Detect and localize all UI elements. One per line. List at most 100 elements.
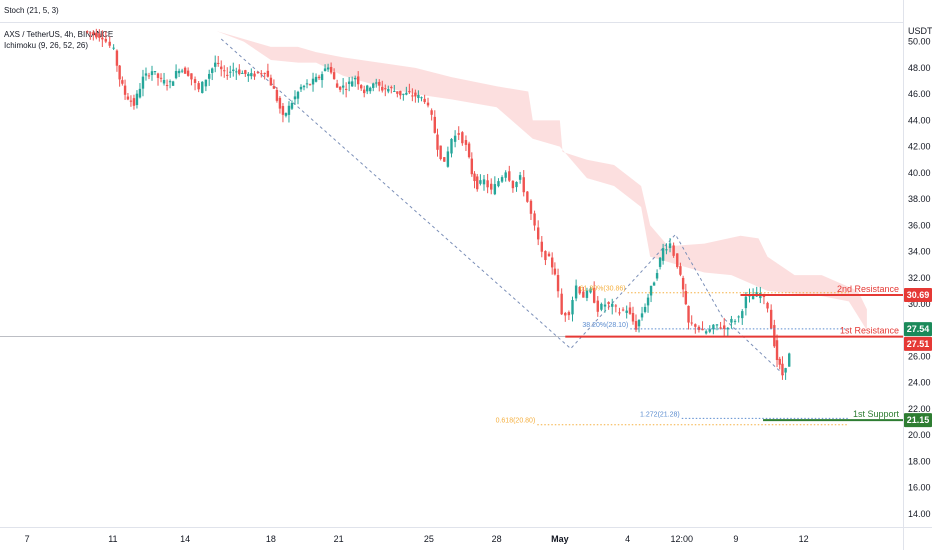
candle-body <box>314 76 318 82</box>
candle-body <box>618 312 621 314</box>
candle-body <box>108 41 111 46</box>
candle-body <box>679 266 682 275</box>
candle-body <box>508 171 511 181</box>
candle-body <box>646 297 650 306</box>
candle-body <box>323 68 327 72</box>
candle-body <box>625 310 628 313</box>
candle-body <box>302 85 306 88</box>
candle-body <box>453 135 457 142</box>
candle-body <box>126 96 130 100</box>
candle-body <box>607 302 610 305</box>
candle-body <box>281 106 285 115</box>
candle-body <box>147 75 151 77</box>
candle-body <box>247 73 250 77</box>
candle-body <box>652 282 656 286</box>
candle-body <box>269 77 273 86</box>
candle-body <box>115 50 119 66</box>
candle-body <box>550 257 554 268</box>
x-tick-label: May <box>551 534 569 544</box>
candle-body <box>363 89 366 94</box>
candle-body <box>482 179 486 185</box>
candle-body <box>253 73 256 77</box>
candle-body <box>676 253 679 268</box>
y-tick-label: 20.00 <box>908 430 931 440</box>
candle-body <box>784 368 787 373</box>
candle-body <box>118 65 121 80</box>
candle-body <box>690 322 693 324</box>
candle-body <box>101 37 104 40</box>
candle-body <box>338 86 342 90</box>
candle-body <box>665 249 668 251</box>
candle-body <box>226 74 229 76</box>
candle-body <box>278 97 282 109</box>
x-tick-label: 11 <box>108 534 117 544</box>
first-resistance-tag: 27.51 <box>907 339 930 349</box>
ext_0618-label: 0.618(20.80) <box>496 418 536 425</box>
candle-body <box>490 183 493 190</box>
candle-body <box>311 78 315 85</box>
candle-body <box>762 295 766 298</box>
candle-body <box>263 72 266 74</box>
x-tick-label: 12:00 <box>670 534 693 544</box>
candle-body <box>266 70 270 77</box>
candle-body <box>493 184 497 195</box>
candle-body <box>430 110 433 115</box>
x-tick-label: 14 <box>180 534 190 544</box>
candle-body <box>308 84 312 86</box>
candle-body <box>500 177 504 182</box>
candle-body <box>98 33 101 38</box>
candle-body <box>402 93 405 95</box>
candle-body <box>470 158 474 175</box>
candle-body <box>628 307 632 314</box>
candle-body <box>320 74 324 81</box>
symbol-legend[interactable]: AXS / TetherUS, 4h, BINANCE <box>4 30 114 39</box>
candle-body <box>522 177 525 193</box>
candle-body <box>511 180 515 189</box>
candle-body <box>420 97 423 99</box>
candle-body <box>197 83 200 90</box>
candle-body <box>121 80 124 84</box>
candle-body <box>733 320 737 322</box>
candle-body <box>375 82 378 84</box>
stoch-legend[interactable]: Stoch (21, 5, 3) <box>4 6 59 15</box>
candle-body <box>533 213 536 226</box>
candle-body <box>220 66 223 70</box>
ichimoku-legend[interactable]: Ichimoku (9, 26, 52, 26) <box>4 41 89 50</box>
candle-body <box>177 70 181 74</box>
first-support-tag: 21.15 <box>907 415 930 425</box>
candle-body <box>479 180 482 184</box>
candle-body <box>592 287 596 303</box>
candle-body <box>390 87 393 89</box>
candle-body <box>589 288 592 293</box>
candle-body <box>232 69 235 71</box>
x-tick-label: 25 <box>424 534 434 544</box>
y-tick-label: 40.00 <box>908 168 931 178</box>
candle-body <box>661 248 665 261</box>
candle-body <box>168 81 172 83</box>
candle-body <box>426 102 430 106</box>
candle-body <box>335 83 339 88</box>
candle-body <box>694 324 697 327</box>
y-tick-label: 36.00 <box>908 220 931 230</box>
candle-body <box>241 72 244 74</box>
candle-body <box>366 85 369 92</box>
candle-body <box>204 79 208 87</box>
candle-body <box>457 133 460 135</box>
candle-body <box>769 309 773 329</box>
candle-body <box>275 89 279 101</box>
candle-body <box>443 157 446 162</box>
candle-body <box>129 100 133 102</box>
candle-body <box>719 327 722 329</box>
candle-body <box>360 85 363 89</box>
candle-body <box>515 181 518 188</box>
candle-body <box>260 73 263 75</box>
candle-body <box>135 93 139 106</box>
candle-body <box>766 302 769 309</box>
x-tick-label: 9 <box>733 534 738 544</box>
candle-body <box>329 66 333 73</box>
candle-body <box>737 316 740 318</box>
candle-body <box>704 331 708 334</box>
y-tick-label: 14.00 <box>908 509 931 519</box>
candle-body <box>715 324 719 326</box>
